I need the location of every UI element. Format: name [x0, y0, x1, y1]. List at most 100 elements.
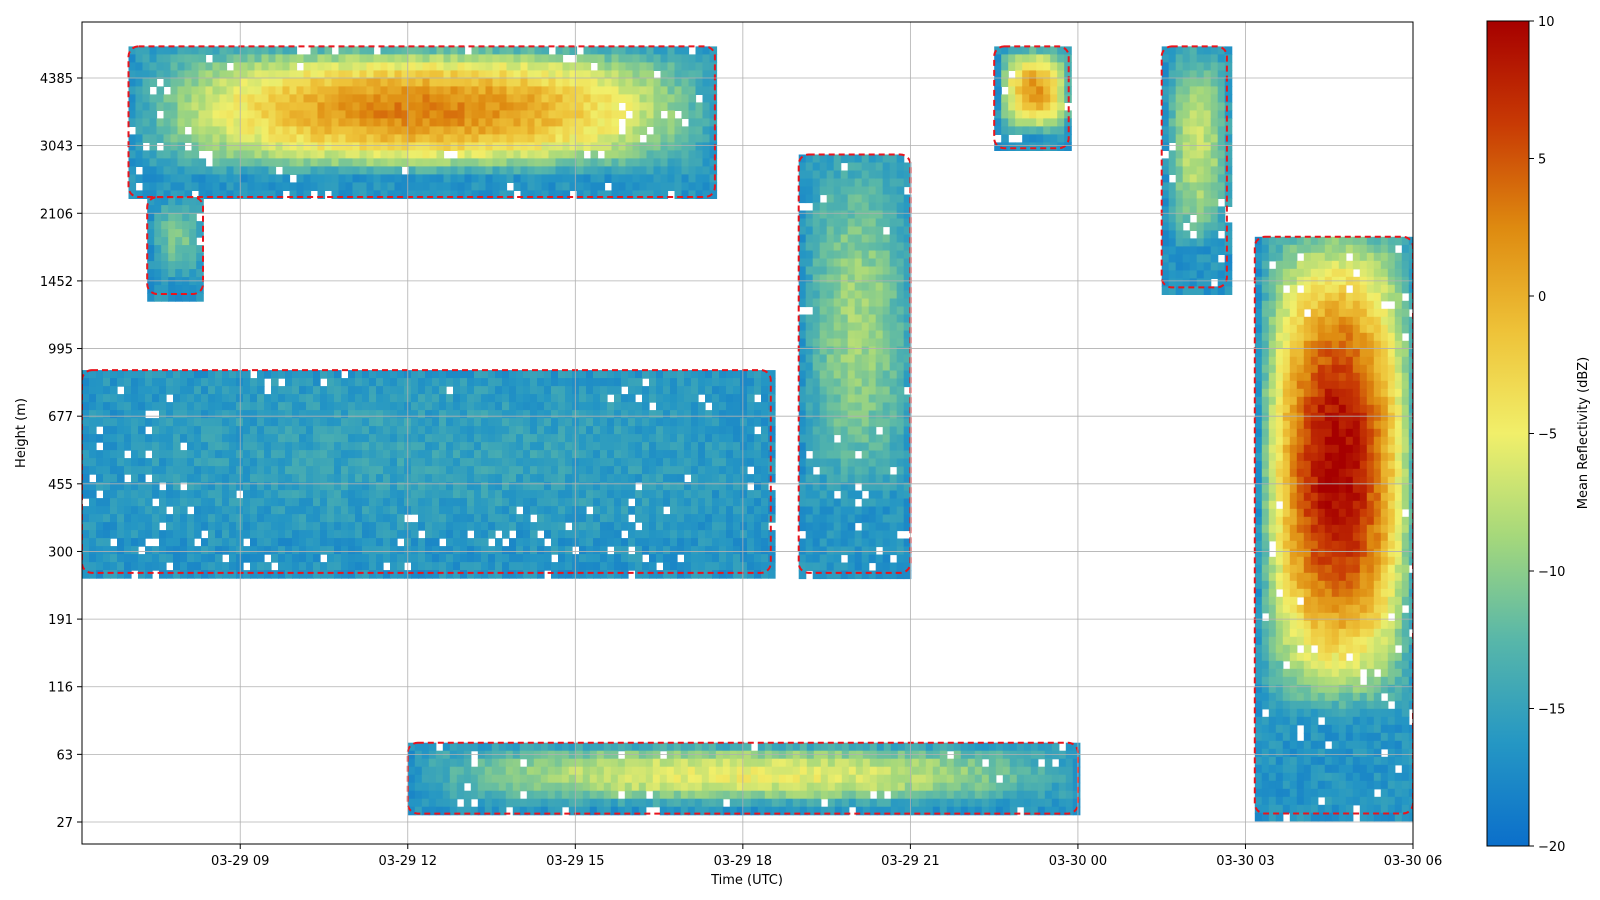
heatmap-cell	[688, 78, 697, 87]
heatmap-cell	[471, 94, 480, 103]
heatmap-cell	[432, 530, 440, 539]
heatmap-cell	[896, 466, 905, 476]
heatmap-cell	[747, 434, 755, 443]
heatmap-cell	[812, 522, 821, 532]
heatmap-cell	[903, 490, 912, 500]
heatmap-cell	[359, 86, 368, 95]
heatmap-cell	[635, 538, 643, 547]
heatmap-cell	[712, 506, 720, 515]
heatmap-cell	[611, 54, 620, 63]
heatmap-cell	[628, 378, 636, 387]
heatmap-cell	[436, 54, 445, 63]
heatmap-cell	[653, 62, 662, 71]
heatmap-cell	[805, 394, 814, 404]
heatmap-cell	[250, 458, 258, 467]
heatmap-cell	[1008, 110, 1016, 119]
heatmap-cell	[334, 554, 342, 563]
heatmap-cell	[285, 538, 293, 547]
heatmap-cell	[471, 182, 480, 191]
heatmap-cell	[667, 86, 676, 95]
heatmap-cell	[229, 370, 237, 379]
heatmap-cell	[534, 70, 543, 79]
heatmap-cell	[439, 378, 447, 387]
heatmap-cell	[380, 126, 389, 135]
heatmap-cell	[215, 530, 223, 539]
heatmap-cell	[488, 530, 496, 539]
heatmap-cell	[268, 78, 277, 87]
heatmap-cell	[401, 134, 410, 143]
heatmap-cell	[565, 482, 573, 491]
heatmap-cell	[229, 442, 237, 451]
heatmap-cell	[334, 450, 342, 459]
heatmap-cell	[306, 402, 314, 411]
heatmap-cell	[282, 110, 291, 119]
heatmap-cell	[628, 426, 636, 435]
heatmap-cell	[833, 282, 842, 292]
heatmap-cell	[345, 46, 354, 55]
heatmap-cell	[187, 498, 195, 507]
heatmap-cell	[369, 506, 377, 515]
heatmap-cell	[826, 282, 835, 292]
heatmap-cell	[215, 418, 223, 427]
heatmap-cell	[471, 150, 480, 159]
heatmap-cell	[726, 490, 734, 499]
heatmap-cell	[306, 482, 314, 491]
heatmap-cell	[415, 110, 424, 119]
heatmap-cell	[411, 418, 419, 427]
heatmap-cell	[805, 354, 814, 364]
heatmap-cell	[674, 46, 683, 55]
heatmap-cell	[194, 378, 202, 387]
heatmap-cell	[492, 182, 501, 191]
heatmap-cell	[261, 182, 270, 191]
heatmap-cell	[250, 450, 258, 459]
heatmap-cell	[198, 110, 207, 119]
heatmap-cell	[89, 418, 97, 427]
heatmap-cell	[688, 102, 697, 111]
heatmap-cell	[411, 522, 419, 531]
heatmap-cell	[882, 394, 891, 404]
heatmap-cell	[471, 158, 480, 167]
heatmap-cell	[502, 426, 510, 435]
heatmap-cell	[558, 570, 566, 579]
heatmap-cell	[222, 506, 230, 515]
heatmap-cell	[240, 182, 249, 191]
heatmap-cell	[681, 62, 690, 71]
heatmap-cell	[854, 490, 863, 500]
heatmap-cell	[282, 142, 291, 151]
heatmap-cell	[847, 226, 856, 236]
heatmap-cell	[812, 258, 821, 268]
heatmap-cell	[882, 546, 891, 556]
heatmap-cell	[565, 514, 573, 523]
heatmap-cell	[352, 78, 361, 87]
heatmap-cell	[268, 126, 277, 135]
heatmap-cell	[576, 94, 585, 103]
heatmap-cell	[352, 70, 361, 79]
heatmap-cell	[705, 426, 713, 435]
heatmap-cell	[600, 394, 608, 403]
heatmap-cell	[215, 562, 223, 571]
heatmap-cell	[600, 538, 608, 547]
heatmap-cell	[457, 102, 466, 111]
heatmap-cell	[544, 450, 552, 459]
heatmap-cell	[854, 458, 863, 468]
heatmap-cell	[215, 442, 223, 451]
heatmap-cell	[600, 514, 608, 523]
heatmap-cell	[854, 162, 863, 172]
heatmap-cell	[649, 418, 657, 427]
heatmap-cell	[882, 250, 891, 260]
heatmap-cell	[415, 182, 424, 191]
heatmap-cell	[614, 490, 622, 499]
heatmap-cell	[275, 46, 284, 55]
heatmap-cell	[222, 370, 230, 379]
heatmap-cell	[611, 126, 620, 135]
heatmap-cell	[278, 410, 286, 419]
heatmap-cell	[889, 506, 898, 516]
heatmap-cell	[268, 166, 277, 175]
heatmap-cell	[331, 182, 340, 191]
heatmap-cell	[313, 570, 321, 579]
heatmap-cell	[450, 158, 459, 167]
heatmap-cell	[719, 570, 727, 579]
heatmap-cell	[896, 234, 905, 244]
heatmap-cell	[362, 370, 370, 379]
heatmap-cell	[604, 190, 613, 199]
